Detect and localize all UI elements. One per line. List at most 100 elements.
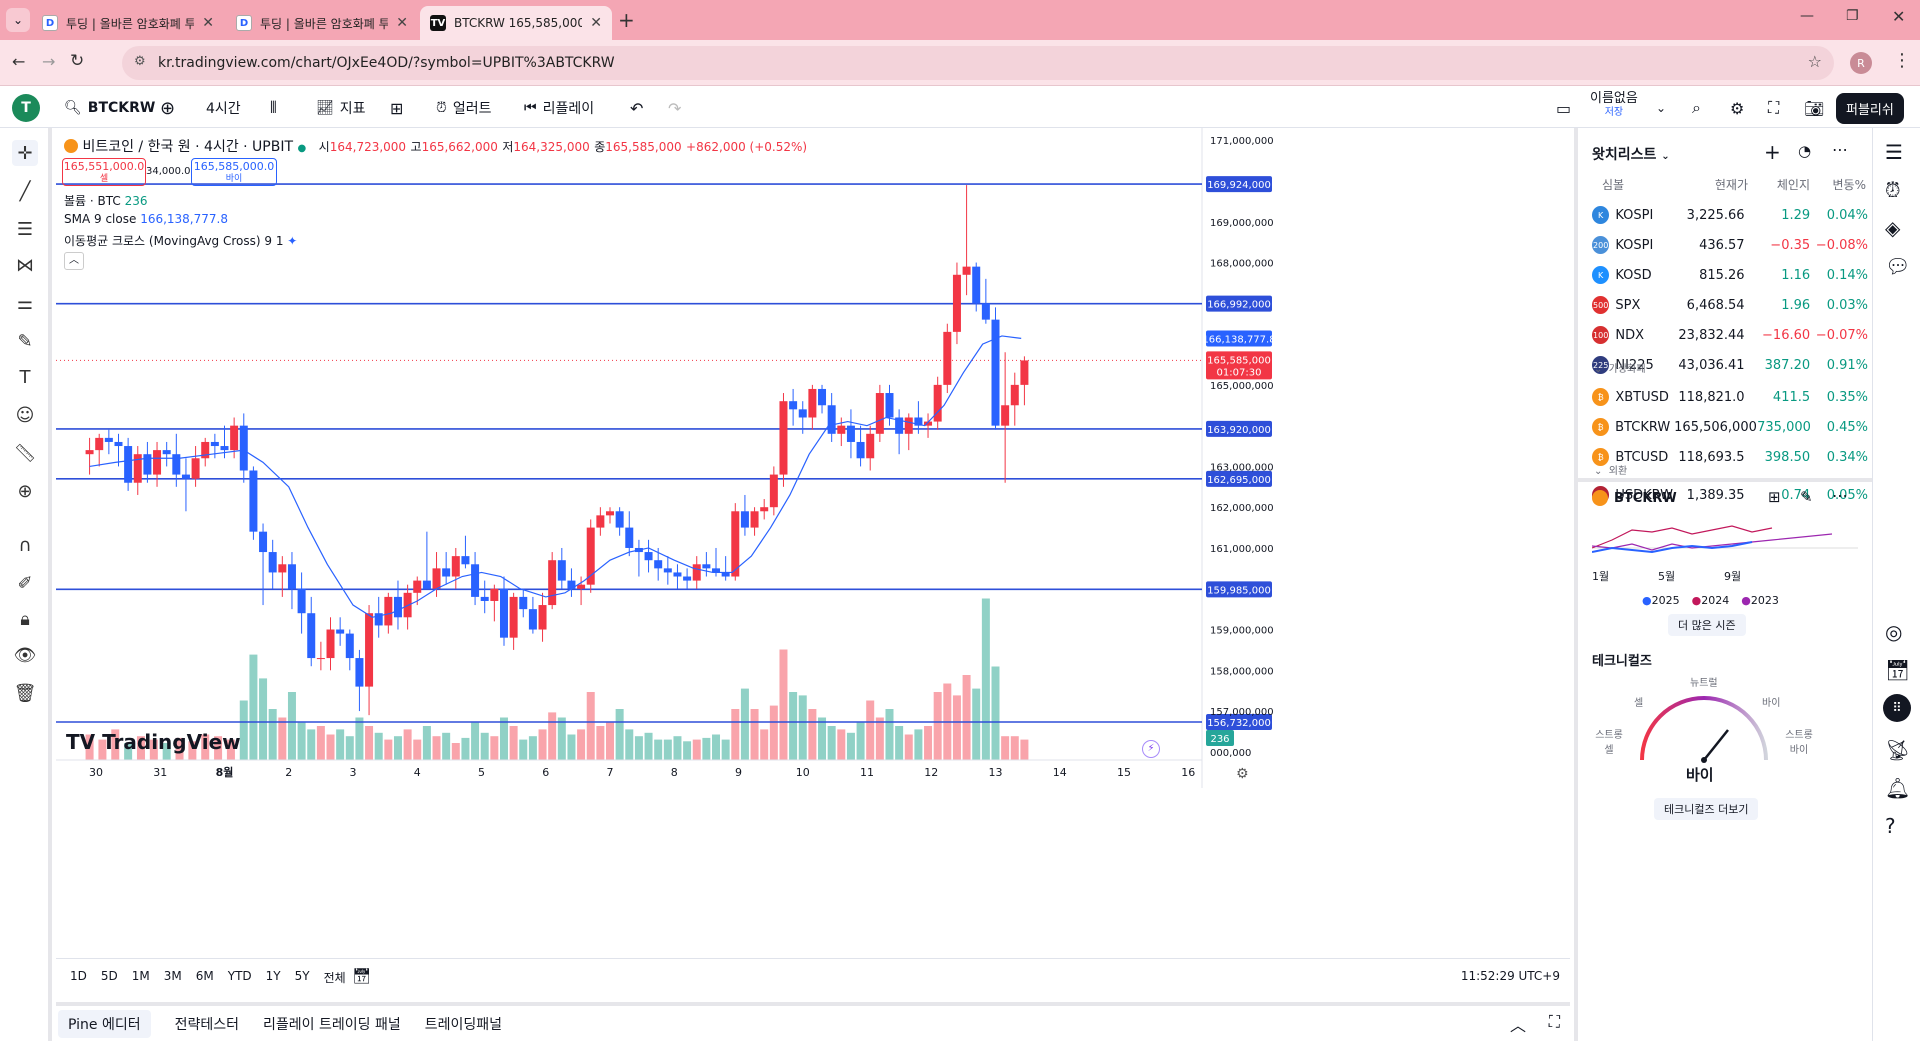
- fullscreen-icon[interactable]: ⛶: [1768, 98, 1780, 117]
- watchlist-title-button[interactable]: 왓치리스트 ⌄: [1592, 144, 1670, 164]
- price-chart-svg[interactable]: 169,924,000 166,992,000 163,920,000 162,695…: [56, 128, 1570, 938]
- symbol-search-button[interactable]: 🔍︎ BTCKRW: [64, 88, 155, 128]
- fib-lines-icon[interactable]: ☰: [16, 218, 34, 240]
- watchlist-row[interactable]: 100 NDX 23,832.44 −16.60 −0.07%: [1592, 320, 1868, 350]
- close-tab-icon[interactable]: ✕: [202, 15, 214, 31]
- legend-year-2023[interactable]: ●2023: [1741, 594, 1779, 607]
- reload-icon[interactable]: ↻: [70, 51, 85, 71]
- browser-menu-icon[interactable]: ⋮: [1893, 50, 1911, 71]
- chart-settings-gear-icon[interactable]: ⚙: [1236, 766, 1249, 782]
- lightning-icon[interactable]: ⚡: [1142, 740, 1160, 758]
- broadcast-icon[interactable]: 📡︎: [1885, 738, 1911, 762]
- maximize-panel-icon[interactable]: ⛶: [1548, 1012, 1560, 1031]
- grid-view-icon[interactable]: ⊞: [1768, 488, 1781, 506]
- crosshair-icon[interactable]: ✛: [12, 140, 38, 166]
- close-tab-icon[interactable]: ✕: [590, 15, 602, 31]
- crypto-section-header[interactable]: ⌄ 가상화폐: [1594, 364, 1646, 375]
- range-1m[interactable]: 1M: [131, 969, 150, 983]
- legend-year-2025[interactable]: ●2025: [1642, 594, 1680, 607]
- restore-icon[interactable]: ❐: [1846, 8, 1859, 24]
- bookmark-star-icon[interactable]: ☆: [1807, 52, 1822, 71]
- back-icon[interactable]: ←: [12, 52, 26, 71]
- sma-legend[interactable]: SMA 9 close 166,138,777.8: [64, 212, 228, 226]
- browser-tab-3-active[interactable]: TV BTCKRW 165,585,000 ▲ +0.52 ✕: [420, 6, 612, 40]
- range-6m[interactable]: 6M: [195, 969, 214, 983]
- candle-type-icon[interactable]: ⫴: [270, 98, 277, 117]
- header-symbol[interactable]: 심볼: [1602, 178, 1625, 192]
- url-field[interactable]: ⚙ kr.tradingview.com/chart/OJxEe4OD/?sym…: [122, 46, 1834, 80]
- collapse-legend-chevron-up-icon[interactable]: ︿: [64, 252, 84, 270]
- tab-replay-trading-panel[interactable]: 리플레이 트레이딩 패널: [263, 1017, 401, 1033]
- more-technicals-button[interactable]: 테크니컬즈 더보기: [1654, 798, 1759, 820]
- edit-icon[interactable]: ✎: [1800, 488, 1813, 506]
- calendar-goto-icon[interactable]: 📅︎: [352, 967, 372, 985]
- alert-button[interactable]: ⏰︎ 얼러트: [436, 88, 492, 128]
- magnet-icon[interactable]: ∩: [18, 534, 32, 556]
- text-tool-icon[interactable]: T: [19, 366, 31, 388]
- profile-avatar[interactable]: R: [1850, 52, 1872, 74]
- ma-cross-legend[interactable]: 이동평균 크로스 (MovingAvg Cross) 9 1 ✦: [64, 232, 297, 249]
- forecast-icon[interactable]: ⚌: [16, 292, 34, 314]
- trend-line-icon[interactable]: ╱: [19, 180, 31, 202]
- tab-trading-panel[interactable]: 트레이딩패널: [424, 1017, 502, 1033]
- advanced-view-icon[interactable]: ◔: [1798, 142, 1812, 160]
- tab-search-icon[interactable]: ⌄: [6, 8, 30, 32]
- close-window-icon[interactable]: ✕: [1892, 7, 1906, 26]
- redo-icon[interactable]: ↷: [668, 98, 682, 118]
- watchlist-list-icon[interactable]: ☰: [1885, 140, 1903, 164]
- browser-tab-1[interactable]: D 투딩 | 올바른 암호화폐 투자의 ✕: [32, 6, 224, 40]
- lock-drawing-pencil-icon[interactable]: ✐: [17, 572, 33, 594]
- layout-name-button[interactable]: 이름없음 저장: [1590, 92, 1638, 120]
- new-tab-icon[interactable]: +: [618, 8, 635, 32]
- range-5d[interactable]: 5D: [100, 969, 118, 983]
- user-avatar[interactable]: T: [12, 94, 40, 122]
- compass-icon[interactable]: ◎: [1885, 620, 1903, 644]
- detail-symbol[interactable]: BTCKRW: [1592, 490, 1677, 506]
- header-change[interactable]: 체인지: [1776, 178, 1810, 192]
- add-symbol-icon[interactable]: +: [1764, 140, 1781, 164]
- trash-icon[interactable]: 🗑︎: [13, 682, 37, 704]
- header-last[interactable]: 현재가: [1714, 178, 1748, 192]
- zoom-in-icon[interactable]: ⊕: [17, 480, 33, 502]
- more-options-icon[interactable]: ⋯: [1832, 486, 1848, 505]
- layout-dropdown-icon[interactable]: ⌄: [1656, 101, 1667, 115]
- lock-icon[interactable]: 🔒︎: [20, 608, 30, 630]
- layers-icon[interactable]: ◈: [1885, 216, 1901, 240]
- watchlist-row[interactable]: K KOSD 815.26 1.16 0.14%: [1592, 260, 1868, 290]
- site-info-icon[interactable]: ⚙: [134, 54, 146, 69]
- templates-icon[interactable]: ⊞: [390, 98, 404, 118]
- pattern-icon[interactable]: ⋈: [16, 254, 34, 276]
- tab-pine-editor[interactable]: Pine 에디터: [58, 1010, 151, 1038]
- alarm-clock-icon[interactable]: ⏰︎: [1885, 178, 1901, 202]
- range-5y[interactable]: 5Y: [294, 969, 310, 983]
- fx-section-header[interactable]: ⌄ 외환: [1594, 466, 1628, 477]
- range-all[interactable]: 전체: [323, 971, 346, 985]
- technicals-title[interactable]: 테크니컬즈: [1592, 654, 1652, 669]
- chat-icon[interactable]: 💬︎: [1885, 254, 1911, 278]
- products-grid-icon[interactable]: ⠿: [1883, 694, 1911, 722]
- replay-button[interactable]: ⏮ 리플레이: [524, 88, 594, 128]
- watchlist-row[interactable]: ₿ BTCUSD 118,693.5 398.50 0.34%: [1592, 442, 1868, 472]
- watchlist-row[interactable]: K KOSPI 3,225.66 1.29 0.04%: [1592, 200, 1868, 230]
- watchlist-row[interactable]: 500 SPX 6,468.54 1.96 0.03%: [1592, 290, 1868, 320]
- range-3m[interactable]: 3M: [163, 969, 182, 983]
- volume-legend[interactable]: 볼륨 · BTC 236: [64, 192, 148, 209]
- range-1y[interactable]: 1Y: [265, 969, 281, 983]
- watchlist-row[interactable]: ₿ XBTUSD 118,821.0 411.5 0.35%: [1592, 382, 1868, 412]
- clock[interactable]: 11:52:29 UTC+9: [1460, 969, 1560, 983]
- forward-icon[interactable]: →: [42, 52, 56, 71]
- eye-icon[interactable]: 👁︎: [13, 644, 37, 666]
- watchlist-row[interactable]: 225 NI225 43,036.41 387.20 0.91%: [1592, 350, 1868, 380]
- compare-symbol-icon[interactable]: ⊕: [160, 97, 176, 119]
- sell-button[interactable]: 165,551,000.0 셀: [62, 158, 146, 186]
- minimize-icon[interactable]: —: [1800, 8, 1814, 24]
- notifications-bell-icon[interactable]: 🔔︎: [1885, 776, 1911, 800]
- help-icon[interactable]: ?: [1885, 814, 1896, 838]
- publish-button[interactable]: 퍼블리쉬: [1836, 92, 1904, 124]
- header-change-pct[interactable]: 변동%: [1832, 178, 1866, 192]
- ruler-icon[interactable]: 📏︎: [13, 442, 37, 464]
- more-options-icon[interactable]: ⋯: [1832, 140, 1848, 159]
- watchlist-row[interactable]: 200 KOSPI 436.57 −0.35 −0.08%: [1592, 230, 1868, 260]
- undo-icon[interactable]: ↶: [630, 98, 644, 118]
